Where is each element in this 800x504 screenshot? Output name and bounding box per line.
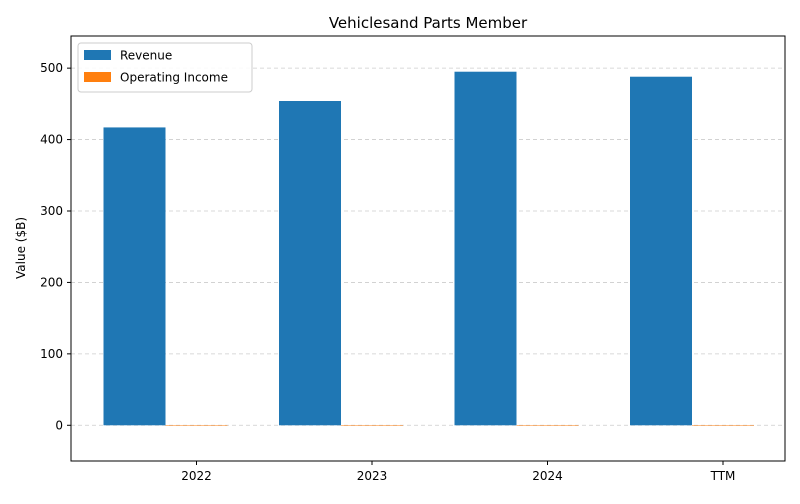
- legend-swatch: [84, 72, 111, 82]
- bars: [103, 71, 754, 426]
- bar-operating-income: [692, 425, 754, 426]
- y-tick-label: 100: [40, 347, 63, 361]
- x-tick-label: 2024: [532, 469, 563, 483]
- legend: Revenue Operating Income: [77, 42, 253, 93]
- y-tick-label: 200: [40, 275, 63, 289]
- bar-revenue: [103, 127, 166, 426]
- x-tick-label: 2023: [357, 469, 388, 483]
- plot-frame: [70, 35, 786, 462]
- legend-label: Revenue: [120, 49, 172, 63]
- chart-title: Vehiclesand Parts Member: [329, 14, 528, 32]
- bar-operating-income: [165, 425, 228, 426]
- legend-label: Operating Income: [120, 71, 228, 85]
- y-tick-label: 400: [40, 133, 63, 147]
- y-ticks: 0 100 200 300 400 500: [40, 61, 71, 432]
- bar-operating-income: [341, 425, 403, 426]
- bar-revenue: [630, 76, 692, 426]
- legend-box: [77, 42, 253, 93]
- y-axis-label: Value ($B): [14, 217, 28, 279]
- bar-operating-income: [516, 425, 579, 426]
- y-tick-label: 0: [55, 418, 63, 432]
- x-ticks: 2022 2023 2024 TTM: [181, 461, 735, 483]
- y-tick-label: 500: [40, 61, 63, 75]
- x-tick-label: TTM: [710, 469, 736, 483]
- legend-swatch: [84, 50, 111, 60]
- bar-revenue: [454, 71, 517, 426]
- y-tick-label: 300: [40, 204, 63, 218]
- bar-revenue: [279, 101, 341, 426]
- x-tick-label: 2022: [181, 469, 212, 483]
